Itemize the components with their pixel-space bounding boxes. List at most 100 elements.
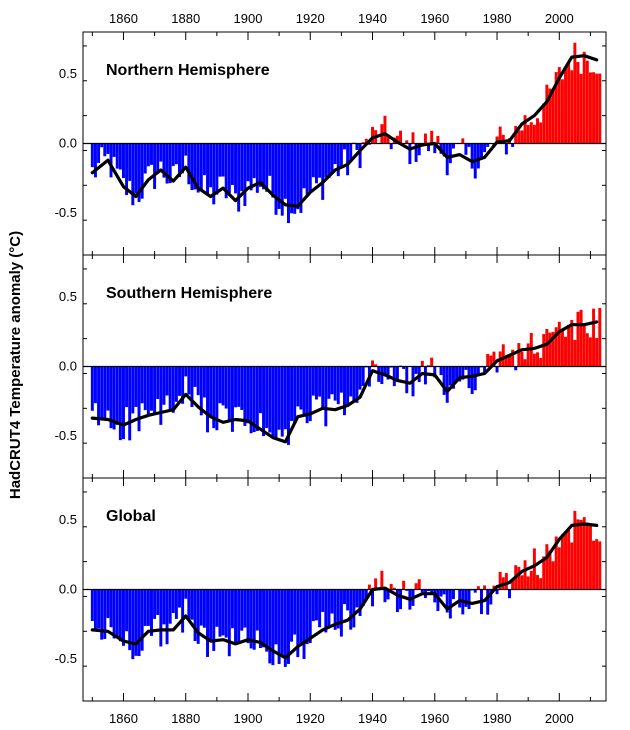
annual-bar <box>395 589 399 613</box>
annual-bar <box>262 589 266 648</box>
annual-bar <box>196 589 200 644</box>
annual-bar <box>361 142 365 144</box>
annual-bar <box>215 143 219 195</box>
annual-bar <box>283 143 287 199</box>
annual-bar <box>162 143 166 178</box>
annual-bar <box>445 366 449 403</box>
x-tick-label-top: 1920 <box>296 11 325 26</box>
annual-bar <box>455 366 459 382</box>
annual-bar <box>392 366 396 387</box>
annual-bar <box>311 366 315 396</box>
annual-bar <box>321 366 325 410</box>
annual-bar <box>551 89 555 144</box>
annual-bar <box>243 589 247 628</box>
annual-bar <box>103 143 107 157</box>
annual-bar <box>237 589 241 642</box>
x-tick-label-top: 1900 <box>234 11 263 26</box>
annual-bar <box>355 589 359 608</box>
annual-bar <box>249 366 253 434</box>
annual-bar <box>283 366 287 430</box>
annual-bar <box>567 63 571 144</box>
annual-bar <box>498 126 502 144</box>
annual-bar <box>212 366 216 429</box>
annual-bar <box>598 73 602 144</box>
annual-bar <box>539 357 543 367</box>
annual-bar <box>156 366 160 400</box>
annual-bar <box>258 366 262 414</box>
annual-bar <box>252 589 256 650</box>
annual-bar <box>592 308 596 367</box>
annual-bar <box>585 522 589 590</box>
annual-bar <box>181 589 185 633</box>
annual-bar <box>392 587 396 590</box>
annual-bar <box>380 570 384 590</box>
annual-bar <box>224 589 228 638</box>
annual-bar <box>420 589 424 593</box>
annual-bar <box>121 366 125 440</box>
annual-bar <box>293 589 297 635</box>
annual-bar <box>218 143 222 177</box>
annual-bar <box>492 585 496 590</box>
annual-bar <box>246 143 250 182</box>
annual-bar <box>364 138 368 144</box>
annual-bar <box>442 589 446 595</box>
annual-bar <box>386 589 390 600</box>
annual-bar <box>585 60 589 144</box>
annual-bar <box>330 589 334 614</box>
annual-bar <box>495 589 499 595</box>
annual-bar <box>489 589 493 605</box>
annual-bar <box>199 589 203 626</box>
annual-bar <box>206 589 210 657</box>
annual-bar <box>536 118 539 144</box>
annual-bar <box>162 366 166 405</box>
annual-bar <box>234 589 238 643</box>
annual-bar <box>560 534 564 590</box>
annual-bar <box>90 589 94 621</box>
annual-bar <box>299 143 303 213</box>
annual-bar <box>501 344 505 367</box>
annual-bar <box>274 143 278 215</box>
annual-bar <box>536 352 539 367</box>
annual-bar <box>417 143 421 156</box>
annual-bar <box>165 143 169 184</box>
annual-bar <box>526 343 530 367</box>
annual-bar <box>115 366 119 425</box>
annual-bar <box>333 589 337 630</box>
annual-bar <box>100 143 104 148</box>
annual-bar <box>262 143 266 190</box>
annual-bar <box>327 366 331 399</box>
annual-bar <box>265 143 269 192</box>
annual-bar <box>358 143 362 169</box>
annual-bar <box>290 589 294 642</box>
annual-bar <box>371 126 374 144</box>
annual-bar <box>137 589 141 657</box>
annual-bar <box>255 589 259 631</box>
annual-bar <box>371 360 374 367</box>
annual-bar <box>308 366 312 422</box>
annual-bar <box>184 589 188 599</box>
annual-bar <box>125 143 129 196</box>
annual-bar <box>174 589 178 619</box>
annual-bar <box>252 143 256 179</box>
annual-bar <box>464 589 468 607</box>
annual-bar <box>554 327 558 367</box>
annual-bar <box>501 134 505 144</box>
annual-bar <box>212 589 216 651</box>
annual-bar <box>193 143 197 190</box>
annual-bar <box>467 143 471 147</box>
annual-bar <box>511 143 515 147</box>
annual-bar <box>137 143 141 202</box>
annual-bar <box>187 366 191 395</box>
annual-bar <box>121 589 125 646</box>
annual-bar <box>461 366 465 380</box>
annual-bar <box>181 366 185 404</box>
annual-bar <box>358 589 362 616</box>
annual-bar <box>339 589 343 637</box>
annual-bar <box>246 589 250 644</box>
annual-bar <box>265 589 269 652</box>
annual-bar <box>483 366 487 373</box>
annual-bar <box>134 366 138 407</box>
annual-bar <box>277 589 281 665</box>
annual-bar <box>476 586 480 590</box>
annual-bar <box>486 353 490 367</box>
